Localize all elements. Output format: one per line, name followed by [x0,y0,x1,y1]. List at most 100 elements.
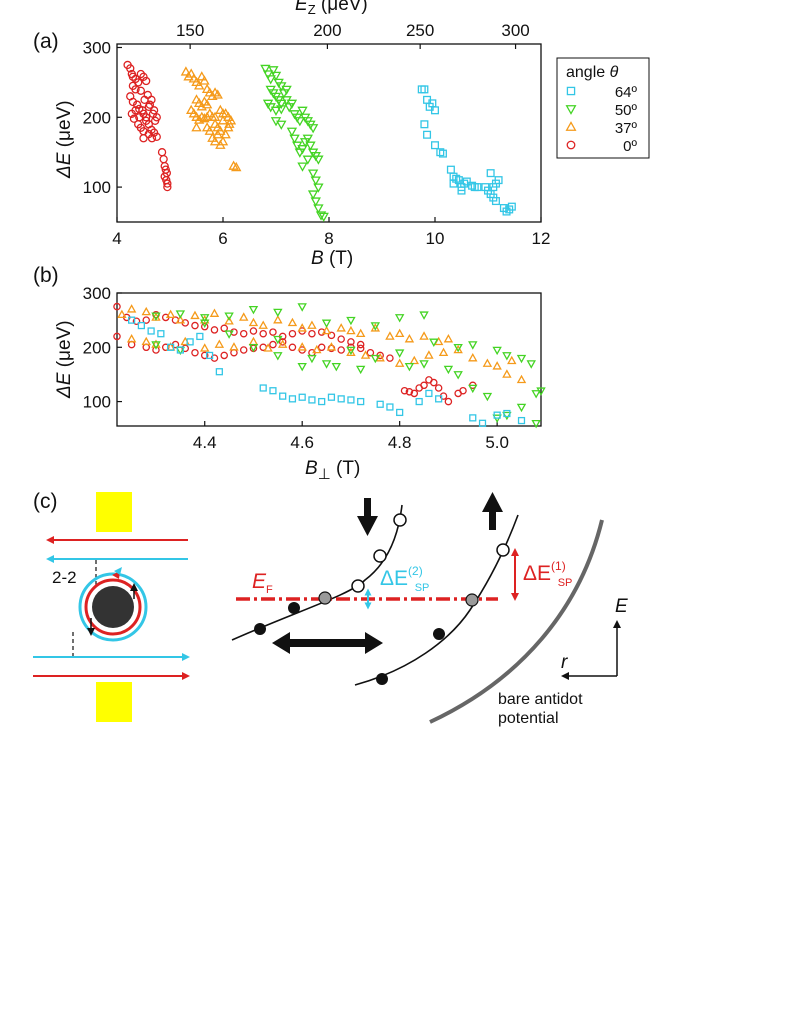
y-tick-label: 100 [83,393,111,412]
data-point-50deg [531,419,541,429]
data-point-37deg [231,161,242,172]
data-point-0deg [191,321,199,330]
data-point-64deg [386,403,394,411]
data-point-64deg [486,169,495,178]
data-point-0deg [163,179,172,188]
data-point-64deg [457,186,466,195]
legend-marker-50deg [565,105,577,115]
data-point-50deg [482,392,493,402]
data-point-64deg [269,387,277,395]
data-point-50deg [289,134,300,144]
data-point-50deg [492,346,502,356]
data-point-50deg [453,371,463,380]
data-point-0deg [135,113,144,122]
filled-state [288,602,300,614]
data-point-37deg [126,334,137,343]
y-tick-label: 200 [83,338,111,357]
data-point-0deg [147,134,157,143]
data-point-37deg [419,331,429,340]
data-point-64deg [423,130,432,139]
data-point-64deg [420,85,429,94]
data-point-0deg [410,389,419,398]
data-point-50deg [286,127,298,137]
data-point-50deg [262,70,274,80]
data-point-64deg [318,397,326,406]
data-point-0deg [405,388,414,396]
filled-state [254,623,266,635]
data-point-50deg [355,365,366,375]
data-point-0deg [278,338,287,346]
data-point-37deg [190,310,200,320]
antidot [92,586,134,628]
empty-state [373,549,387,563]
de2-label: ΔE(2) SP [380,564,429,594]
data-point-0deg [163,182,172,192]
data-point-37deg [199,75,210,85]
data-point-37deg [273,315,283,324]
data-point-37deg [468,353,478,362]
data-point-50deg [307,354,317,364]
empty-state [496,543,510,557]
data-point-0deg [152,132,161,142]
data-point-0deg [420,381,428,390]
data-point-50deg [429,338,439,347]
data-point-0deg [126,64,135,73]
y-tick-label: 300 [83,284,111,303]
data-point-50deg [307,190,319,200]
data-point-50deg [307,124,319,134]
data-point-37deg [229,342,239,351]
data-point-50deg [313,183,324,193]
data-point-50deg [297,303,307,312]
data-point-64deg [288,395,297,403]
data-point-64deg [205,351,214,360]
data-point-37deg [209,308,220,317]
data-point-37deg [321,325,332,335]
cyan-orbit-arrow [114,567,122,575]
data-point-50deg [307,169,319,179]
panel-b-x-ticks: 4.4 4.6 4.8 5.0 [193,421,509,452]
data-point-0deg [200,351,209,360]
data-point-50deg [404,362,415,372]
panel-b-y-axis-label: ΔE (μeV) [54,320,75,399]
data-point-0deg [136,86,146,95]
panel-a-top-axis-label: EZ (μeV) [295,0,368,17]
data-point-37deg [394,328,405,338]
data-point-37deg [238,312,249,321]
data-point-64deg [452,174,461,183]
data-point-50deg [370,354,381,364]
data-point-50deg [151,341,161,350]
data-point-64deg [435,395,443,403]
data-point-0deg [347,338,355,346]
data-point-0deg [337,335,345,343]
data-point-0deg [143,90,152,100]
data-point-0deg [444,397,453,406]
data-point-0deg [210,326,219,334]
data-point-64deg [396,408,404,417]
data-point-0deg [159,155,168,164]
data-point-64deg [478,419,487,427]
data-point-0deg [181,344,189,353]
top-tick-label: 150 [176,21,204,40]
data-point-37deg [217,136,229,146]
data-point-37deg [199,113,210,123]
data-point-64deg [259,384,267,392]
data-point-0deg [131,85,140,94]
data-point-0deg [386,354,394,362]
data-point-0deg [327,331,336,340]
data-point-0deg [308,329,316,338]
bare-potential-label-line1: bare antidot [498,691,583,708]
data-point-37deg [248,317,259,327]
antidot-schematic: 2-2 [33,492,190,722]
data-point-37deg [394,358,405,367]
data-point-64deg [446,165,455,174]
data-point-0deg [129,114,139,123]
data-point-64deg [430,141,440,150]
x-tick-label: 6 [218,229,227,248]
data-point-64deg [176,346,184,354]
data-point-0deg [430,378,438,387]
partially-filled-state [318,591,332,605]
data-point-64deg [166,343,175,351]
data-point-64deg [494,176,503,185]
data-point-37deg [186,68,197,78]
data-point-64deg [347,396,355,404]
